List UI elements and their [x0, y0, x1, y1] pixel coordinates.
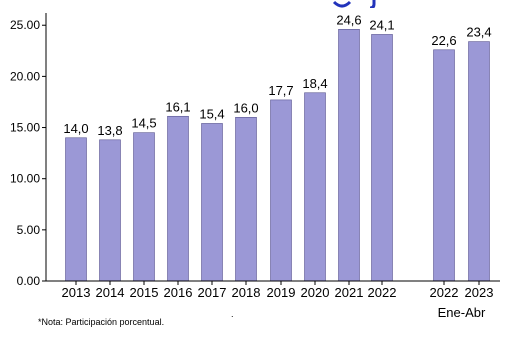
data-label: 13,8 — [97, 123, 122, 138]
y-axis: 0.00 5.00 10.00 15.00 20.00 25.00 — [10, 13, 47, 288]
title-fragment — [332, 0, 376, 8]
x-tick-label: 2015 — [130, 285, 159, 300]
data-label: 24,1 — [369, 17, 394, 32]
y-tick-label: 10.00 — [10, 172, 40, 186]
x-tick-label: 2020 — [301, 285, 330, 300]
x-tick-label: 2021 — [335, 285, 364, 300]
x-tick-label: 2014 — [96, 285, 125, 300]
data-label: 22,6 — [431, 33, 456, 48]
bar — [201, 123, 223, 282]
bar — [304, 92, 326, 282]
bar — [433, 49, 455, 282]
y-tick-label: 0.00 — [17, 274, 41, 288]
y-tick-label: 5.00 — [17, 223, 41, 237]
data-label: 14,0 — [63, 121, 88, 136]
bar — [235, 117, 257, 282]
bar — [270, 99, 292, 282]
x-tick-label: 2022 — [368, 285, 397, 300]
x-axis: 2013 2014 2015 2016 2017 2018 2019 2020 2021 2022… — [46, 280, 500, 320]
bars — [65, 29, 490, 282]
group-label: Ene-Abr — [438, 305, 486, 320]
y-tick-label: 20.00 — [10, 69, 40, 83]
data-label: 23,4 — [466, 25, 491, 40]
data-label: 24,6 — [336, 12, 361, 27]
stray-dot: . — [231, 309, 234, 319]
x-tick-label: 2022 — [430, 285, 459, 300]
y-tick-label: 15.00 — [10, 121, 40, 135]
data-label: 15,4 — [199, 106, 224, 121]
bar — [371, 34, 393, 282]
x-tick-label: 2018 — [232, 285, 261, 300]
data-labels: 14,0 13,8 14,5 16,1 15,4 16,0 17,7 18,4 24,6 24,1… — [63, 12, 491, 137]
bar — [99, 139, 121, 282]
bar — [468, 41, 490, 282]
bar — [167, 115, 189, 282]
data-label: 17,7 — [268, 83, 293, 98]
x-tick-label: 2017 — [198, 285, 227, 300]
bar — [133, 132, 155, 282]
x-tick-label: 2013 — [62, 285, 91, 300]
x-tick-label: 2019 — [267, 285, 296, 300]
bar — [65, 137, 87, 282]
data-label: 16,1 — [165, 99, 190, 114]
data-label: 16,0 — [233, 100, 258, 115]
footnote: *Nota: Participación porcentual. — [38, 317, 165, 327]
data-label: 18,4 — [302, 76, 327, 91]
y-tick-label: 25.00 — [10, 18, 40, 32]
bar — [338, 29, 360, 282]
x-tick-label: 2023 — [465, 285, 494, 300]
x-tick-label: 2016 — [164, 285, 193, 300]
data-label: 14,5 — [131, 116, 156, 131]
